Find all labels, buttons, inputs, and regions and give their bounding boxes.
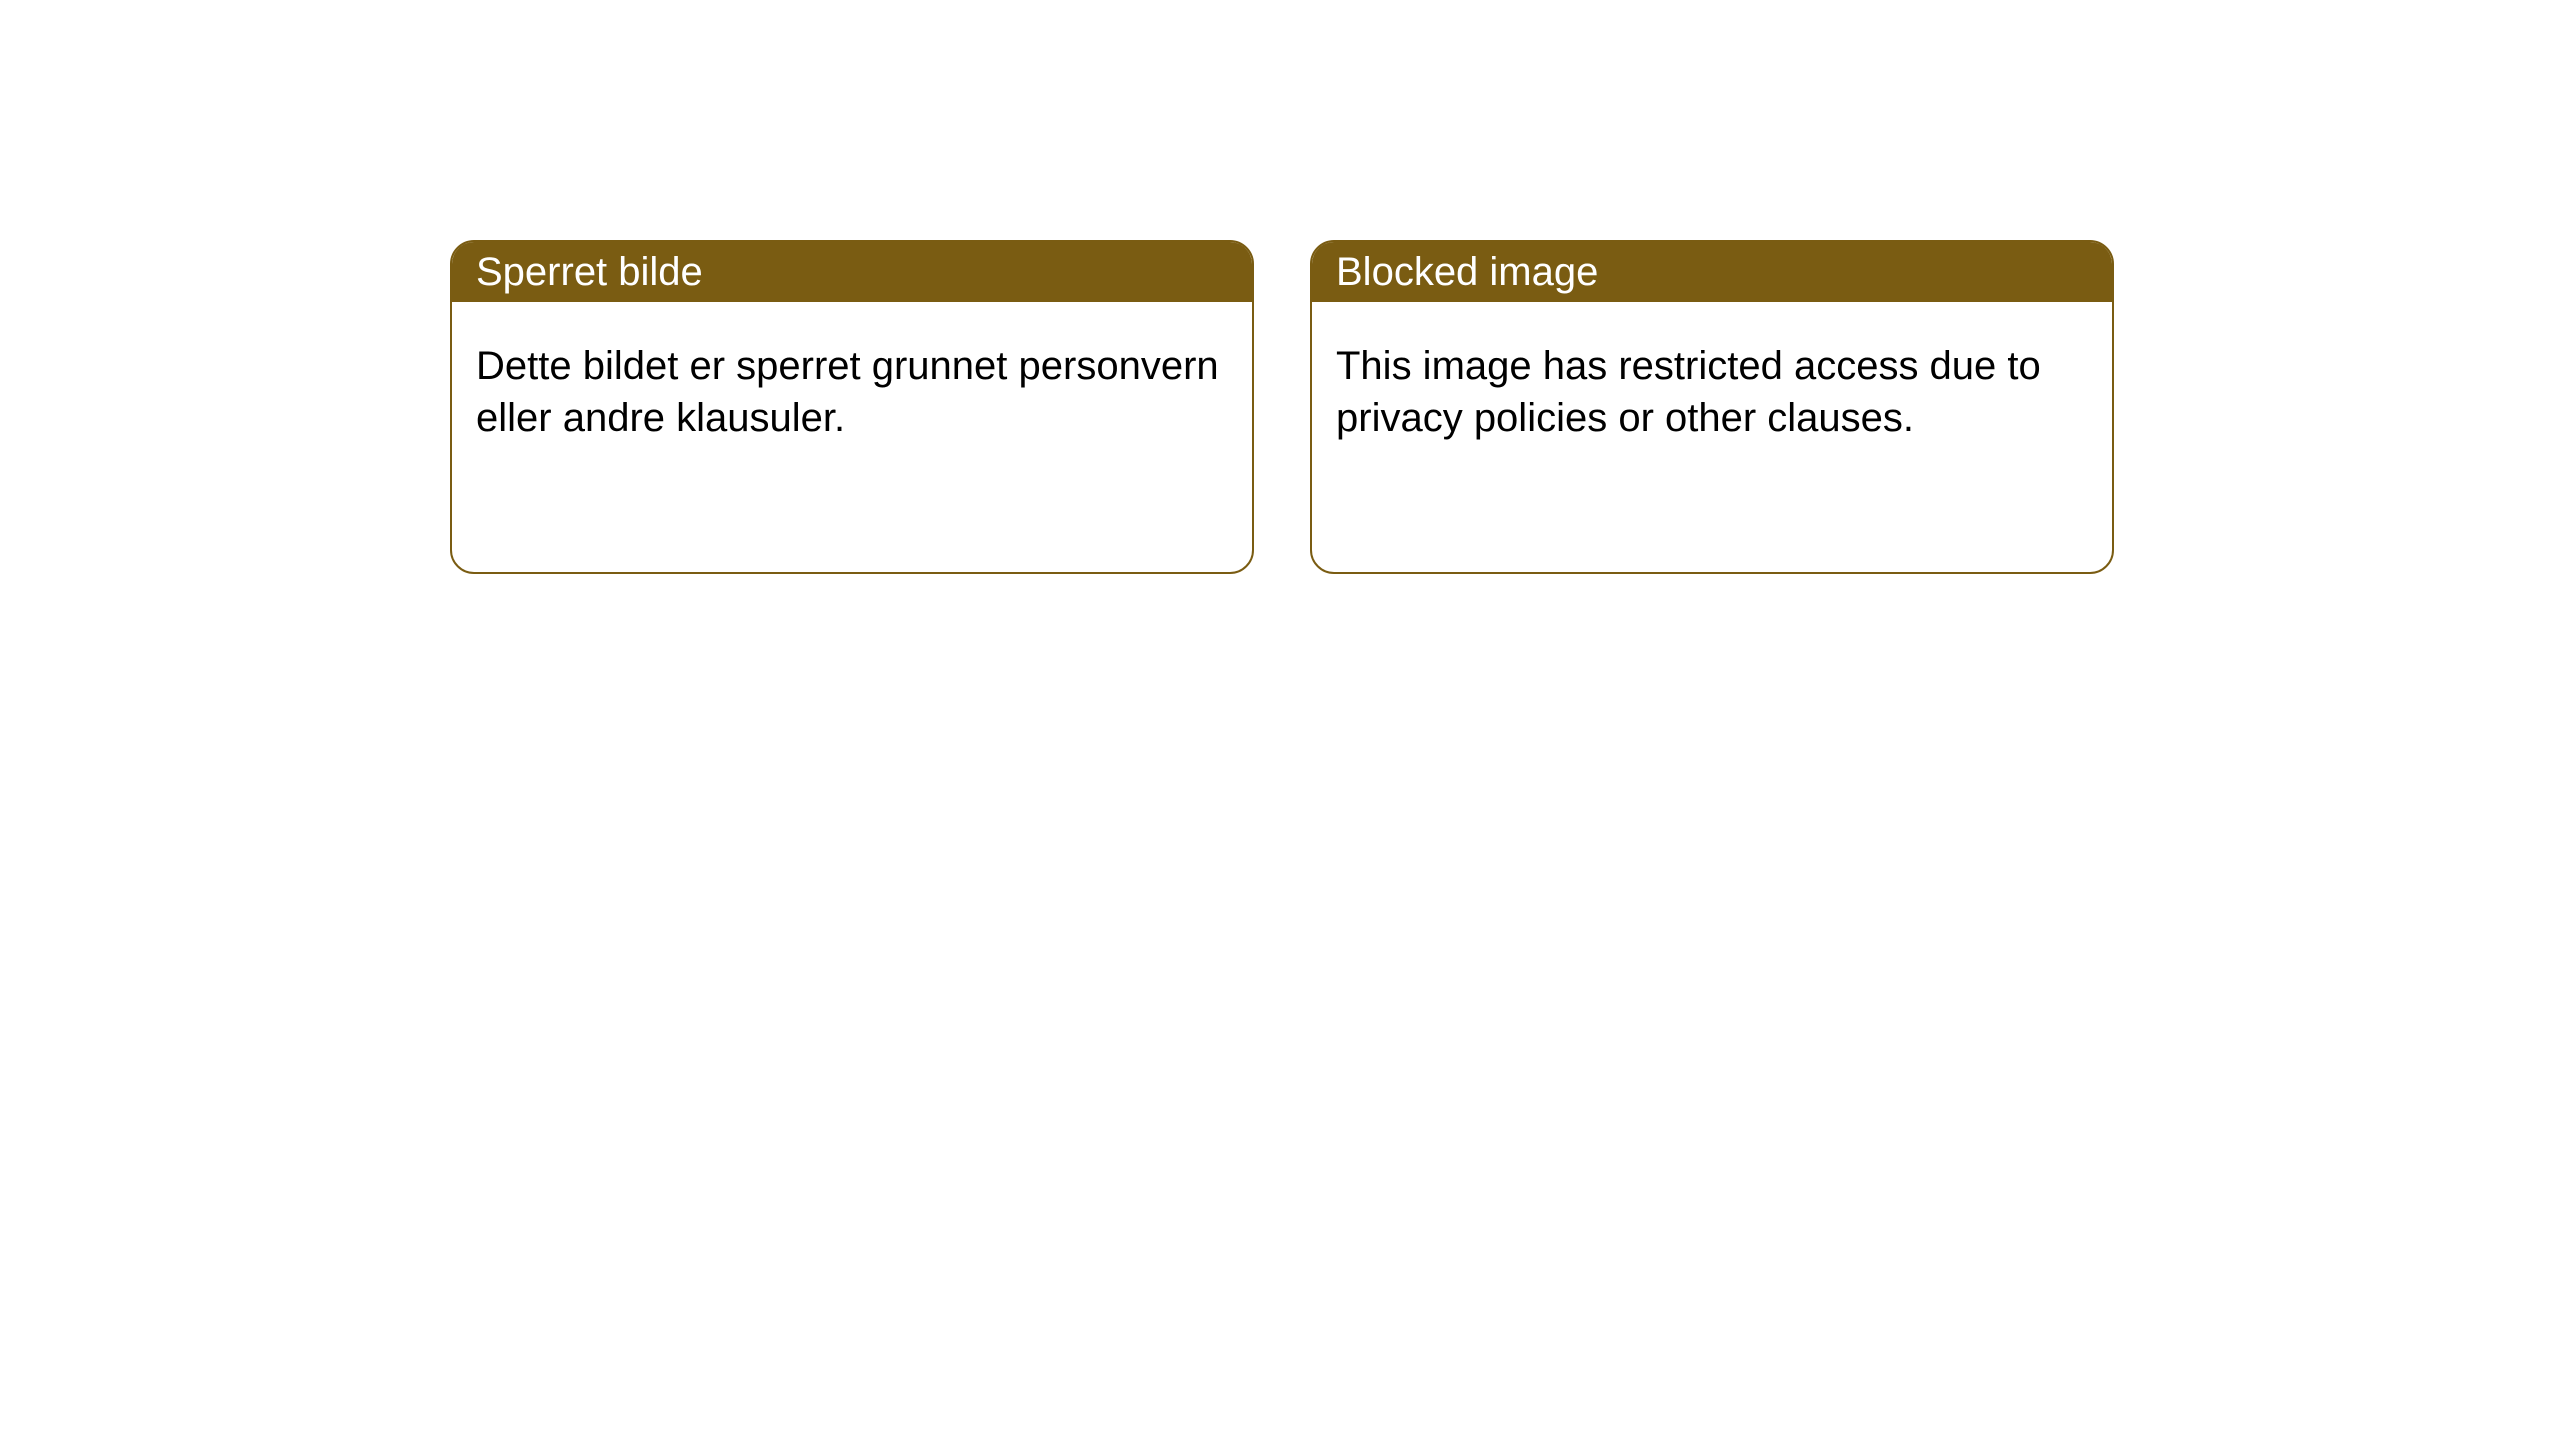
card-title: Sperret bilde xyxy=(476,250,703,295)
card-header: Blocked image xyxy=(1312,242,2112,302)
card-title: Blocked image xyxy=(1336,250,1598,295)
card-body: Dette bildet er sperret grunnet personve… xyxy=(452,302,1252,482)
card-body-text: This image has restricted access due to … xyxy=(1336,344,2041,440)
notice-cards-container: Sperret bilde Dette bildet er sperret gr… xyxy=(0,0,2560,574)
card-body: This image has restricted access due to … xyxy=(1312,302,2112,482)
notice-card-norwegian: Sperret bilde Dette bildet er sperret gr… xyxy=(450,240,1254,574)
notice-card-english: Blocked image This image has restricted … xyxy=(1310,240,2114,574)
card-header: Sperret bilde xyxy=(452,242,1252,302)
card-body-text: Dette bildet er sperret grunnet personve… xyxy=(476,344,1219,440)
